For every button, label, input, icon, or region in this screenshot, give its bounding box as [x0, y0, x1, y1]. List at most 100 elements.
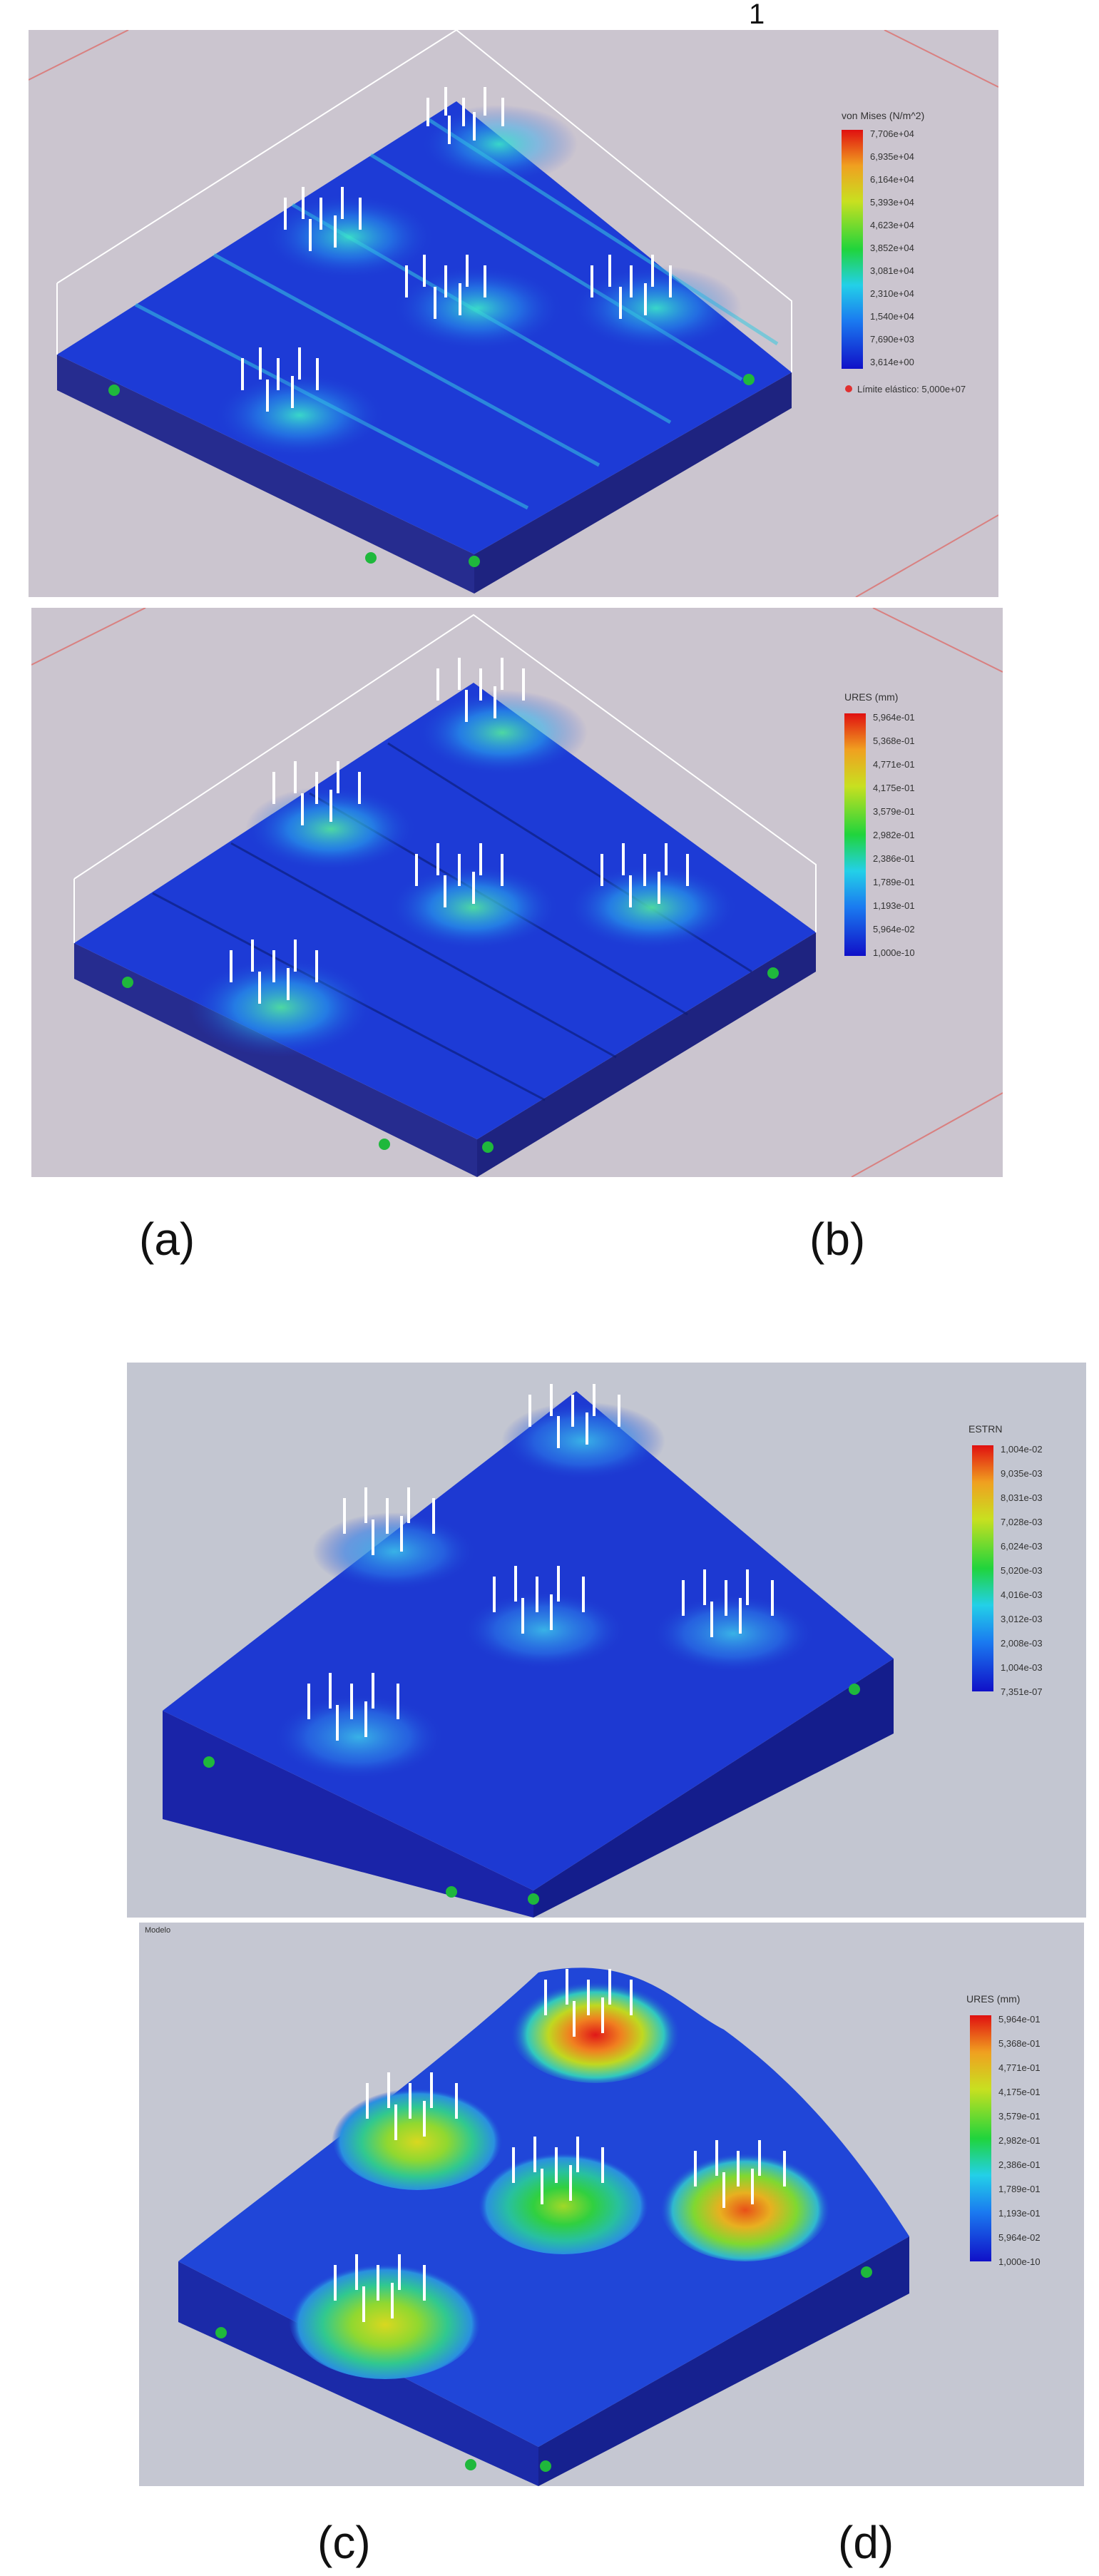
load-area-glow [312, 1512, 476, 1591]
supports [215, 2266, 872, 2472]
legend-value: 5,964e-02 [998, 2232, 1041, 2243]
caption-c: (c) [317, 2517, 371, 2568]
legend-value: 4,771e-01 [873, 759, 915, 770]
deformation-dent [660, 2147, 831, 2261]
reference-line [884, 30, 998, 88]
panel-c-strain-plot: ESTRN 1,004e-02 9,035e-03 8,031e-03 7,02… [127, 1363, 1086, 1918]
yield-marker-icon [845, 385, 852, 392]
panel-b-displacement-plot: URES (mm) 5,964e-01 5,368e-01 4,771e-01 … [31, 608, 1003, 1177]
reference-line [29, 30, 129, 81]
plate-side-right [477, 932, 816, 1177]
legend-value: 6,024e-03 [1001, 1541, 1043, 1552]
bounding-box [56, 30, 792, 372]
color-scale-bar [970, 2015, 991, 2261]
load-area-glow [462, 1591, 626, 1669]
yield-label: Límite elástico: 5,000e+07 [857, 384, 966, 394]
load-area-glow [245, 786, 416, 872]
legend-value: 1,004e-02 [1001, 1444, 1043, 1455]
load-arrows [230, 658, 689, 1004]
legend-value: 2,386e-01 [873, 853, 915, 864]
plate-side-left [163, 1711, 533, 1918]
legend-value: 1,193e-01 [998, 2208, 1041, 2219]
color-scale-bar [844, 713, 866, 956]
load-area-glow [421, 105, 578, 183]
legend-title: ESTRN [968, 1423, 1002, 1435]
load-area-glow [214, 372, 385, 458]
caption-d: (d) [838, 2517, 894, 2568]
legend-value: 4,771e-01 [998, 2062, 1041, 2073]
legend-value: 1,000e-10 [998, 2256, 1041, 2267]
deformation-dent [510, 1976, 681, 2083]
legend-value: 3,579e-01 [998, 2111, 1041, 2122]
load-area-glow [571, 265, 742, 351]
load-area-glow [416, 690, 588, 775]
color-scale-bar [972, 1445, 993, 1691]
load-area-glow [392, 265, 563, 351]
load-area-glow [264, 194, 435, 280]
legend-value: 7,028e-03 [1001, 1517, 1043, 1527]
legend-value: 2,008e-03 [1001, 1638, 1043, 1649]
legend-value: 1,540e+04 [870, 311, 914, 322]
legend-value: 2,982e-01 [873, 830, 915, 840]
plate-side-left [57, 355, 474, 594]
legend-title: URES (mm) [844, 691, 898, 703]
reference-line [31, 608, 146, 666]
legend-value: 8,031e-03 [1001, 1492, 1043, 1503]
legend-value: 5,964e-01 [873, 712, 915, 723]
legend-value: 4,623e+04 [870, 220, 914, 230]
legend-value: 5,964e-02 [873, 924, 915, 935]
legend-value: 7,351e-07 [1001, 1686, 1043, 1697]
top-mark: 1 [749, 0, 765, 30]
plate-side-right [474, 372, 792, 594]
legend-value: 4,175e-01 [873, 783, 915, 793]
legend-value: 5,393e+04 [870, 197, 914, 208]
legend-value: 1,789e-01 [998, 2184, 1041, 2194]
corner-label: Modelo [145, 1926, 170, 1935]
reference-line [855, 514, 998, 597]
legend-value: 3,579e-01 [873, 806, 915, 817]
bounding-box [73, 614, 817, 932]
legend-value: 6,935e+04 [870, 151, 914, 162]
caption-a: (a) [139, 1213, 195, 1265]
reference-line [851, 1092, 1003, 1177]
legend-value: 3,852e+04 [870, 243, 914, 253]
legend-value: 1,193e-01 [873, 900, 915, 911]
legend-value: 3,081e+04 [870, 265, 914, 276]
panel-d-deformed-displacement-plot: Modelo URES (mm) 5,964e-01 5,368e-01 4,7… [139, 1923, 1084, 2486]
legend-value: 6,164e+04 [870, 174, 914, 185]
load-arrows [307, 1384, 774, 1741]
deformation-dent [289, 2258, 481, 2379]
legend-value: 9,035e-03 [1001, 1468, 1043, 1479]
legend-value: 2,310e+04 [870, 288, 914, 299]
legend-value: 4,016e-03 [1001, 1589, 1043, 1600]
load-arrows [241, 87, 672, 412]
load-area-glow [566, 865, 737, 950]
legend-value: 5,964e-01 [998, 2014, 1041, 2025]
legend-value: 1,789e-01 [873, 877, 915, 887]
panel-b-canvas: URES (mm) 5,964e-01 5,368e-01 4,771e-01 … [31, 608, 1003, 1177]
legend-title: URES (mm) [966, 1993, 1020, 2005]
load-area-glow [501, 1402, 665, 1480]
legend-value: 3,614e+00 [870, 357, 914, 367]
legend-value: 7,690e+03 [870, 334, 914, 345]
panel-a-stress-plot: von Mises (N/m^2) 7,706e+04 6,935e+04 6,… [29, 30, 998, 597]
color-scale-bar [842, 130, 863, 369]
legend-value: 5,368e-01 [998, 2038, 1041, 2049]
reference-line [872, 608, 1003, 673]
legend-value: 1,004e-03 [1001, 1662, 1043, 1673]
plate-side-right [533, 1659, 894, 1918]
deformation-dent [478, 2147, 649, 2254]
deformation-dent [332, 2083, 503, 2190]
plate-side-left [74, 943, 477, 1177]
legend-value: 2,386e-01 [998, 2159, 1041, 2170]
load-area-glow [273, 1694, 444, 1780]
legend-value: 7,706e+04 [870, 128, 914, 139]
panel-c-canvas: ESTRN 1,004e-02 9,035e-03 8,031e-03 7,02… [127, 1363, 1086, 1918]
panel-a-canvas: von Mises (N/m^2) 7,706e+04 6,935e+04 6,… [29, 30, 998, 597]
legend-value: 3,012e-03 [1001, 1614, 1043, 1624]
legend-title: von Mises (N/m^2) [842, 110, 924, 121]
supports [122, 967, 779, 1153]
legend-value: 2,982e-01 [998, 2135, 1041, 2146]
supports [108, 374, 755, 567]
supports [203, 1684, 860, 1905]
